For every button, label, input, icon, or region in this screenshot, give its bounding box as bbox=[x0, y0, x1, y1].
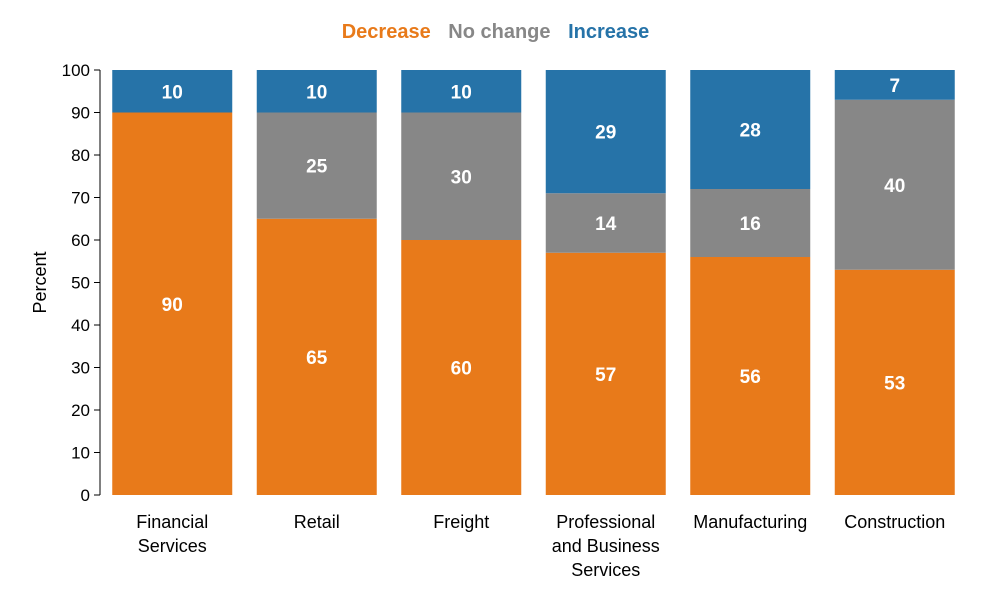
bar-increase bbox=[690, 70, 811, 189]
x-tick-label: Retail bbox=[294, 512, 340, 532]
bar-increase bbox=[401, 70, 522, 113]
y-tick-label: 20 bbox=[71, 401, 90, 420]
x-tick-label: Construction bbox=[844, 512, 945, 532]
bar-no-change bbox=[690, 189, 811, 257]
data-label: 57 bbox=[595, 365, 616, 386]
bar-increase bbox=[256, 70, 377, 113]
y-tick-label: 90 bbox=[71, 104, 90, 123]
data-label: 30 bbox=[451, 167, 472, 188]
y-tick-label: 80 bbox=[71, 146, 90, 165]
bar-no-change bbox=[834, 99, 955, 270]
bar-decrease bbox=[256, 218, 377, 495]
data-label: 56 bbox=[740, 367, 761, 388]
bar-increase bbox=[834, 70, 955, 100]
data-label: 10 bbox=[451, 82, 472, 103]
data-label: 90 bbox=[162, 295, 183, 316]
x-tick-label: Manufacturing bbox=[693, 512, 807, 532]
chart-legend: Decrease No change Increase bbox=[0, 21, 991, 44]
bar-increase bbox=[112, 70, 233, 113]
y-tick-label: 40 bbox=[71, 316, 90, 335]
bar-decrease bbox=[834, 269, 955, 495]
legend-no-change: No change bbox=[448, 21, 551, 43]
data-label: 25 bbox=[306, 157, 328, 178]
y-tick-label: 70 bbox=[71, 189, 90, 208]
x-tick-label: and Business bbox=[552, 536, 660, 556]
y-axis-title: Percent bbox=[30, 251, 50, 313]
y-tick-label: 60 bbox=[71, 231, 90, 250]
bar-decrease bbox=[401, 240, 522, 495]
y-tick-label: 10 bbox=[71, 444, 90, 463]
data-label: 60 bbox=[451, 359, 472, 380]
legend-decrease: Decrease bbox=[341, 21, 431, 43]
data-label: 29 bbox=[595, 123, 616, 144]
y-tick-label: 100 bbox=[62, 61, 90, 80]
data-label: 14 bbox=[595, 214, 617, 235]
data-label: 16 bbox=[740, 214, 761, 235]
bar-decrease bbox=[690, 257, 811, 495]
x-tick-label: Services bbox=[138, 536, 207, 556]
y-tick-label: 50 bbox=[71, 274, 90, 293]
bar-decrease bbox=[545, 252, 666, 495]
bar-no-change bbox=[545, 193, 666, 253]
data-label: 10 bbox=[306, 82, 327, 103]
y-tick-label: 30 bbox=[71, 359, 90, 378]
data-label: 10 bbox=[162, 82, 183, 103]
bar-increase bbox=[545, 70, 666, 194]
data-label: 40 bbox=[884, 176, 905, 197]
data-label: 7 bbox=[889, 76, 900, 97]
y-tick-label: 0 bbox=[81, 486, 90, 505]
data-label: 28 bbox=[740, 121, 761, 142]
x-tick-label: Services bbox=[571, 560, 640, 580]
bar-no-change bbox=[401, 112, 522, 240]
data-label: 65 bbox=[306, 348, 328, 369]
bar-no-change bbox=[256, 112, 377, 219]
data-label: 53 bbox=[884, 373, 905, 394]
x-tick-label: Financial bbox=[136, 512, 208, 532]
legend-increase: Increase bbox=[568, 21, 650, 43]
bar-decrease bbox=[112, 112, 233, 495]
x-tick-label: Freight bbox=[433, 512, 489, 532]
x-tick-label: Professional bbox=[556, 512, 655, 532]
